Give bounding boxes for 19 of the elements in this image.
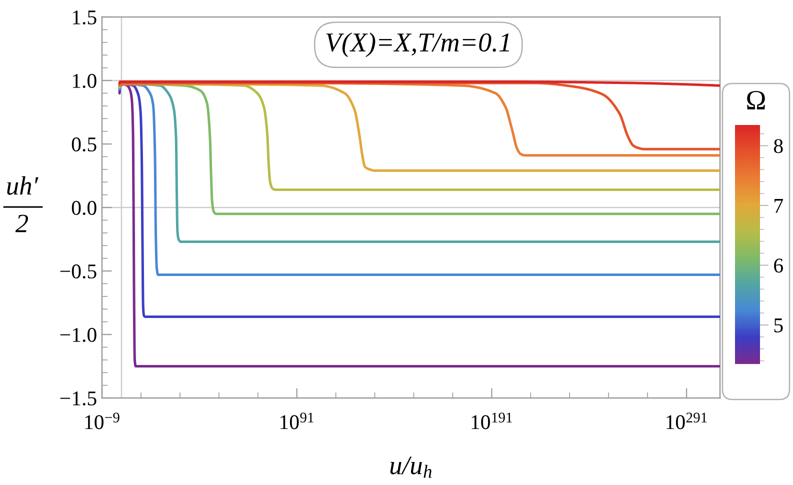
- color-bar-title: Ω: [747, 90, 765, 110]
- y-tick-label: −1.5: [60, 391, 96, 406]
- x-axis-title: u/u$_{h}$: [390, 456, 432, 478]
- x-tick-label: 10$^{91}$: [280, 412, 314, 430]
- color-bar-label: 8: [774, 139, 783, 154]
- x-tick-label: 10$^{291}$: [666, 412, 707, 430]
- y-tick-label: −1.0: [60, 328, 96, 342]
- x-tick-label: 10$^{191}$: [472, 412, 512, 430]
- text: V(X)=X,T/m=0.1: [326, 32, 510, 58]
- y-tick-label: 1.0: [72, 74, 96, 88]
- color-bar-label: 6: [774, 258, 783, 273]
- color-bar-label: 7: [774, 199, 784, 213]
- y-tick-label: 0.0: [72, 200, 96, 216]
- y-axis-title: uh′ 2: [7, 176, 38, 232]
- color-bar-label: 5: [774, 318, 783, 332]
- y-tick-label: 0.5: [72, 137, 96, 152]
- y-tick-label: 1.5: [72, 10, 96, 25]
- y-tick-label: −0.5: [60, 264, 96, 279]
- x-tick-label: 10$^{−9}$: [85, 412, 120, 430]
